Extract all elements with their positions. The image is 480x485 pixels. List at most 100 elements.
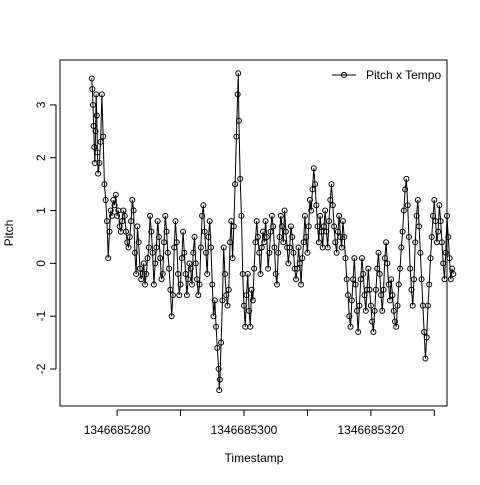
- data-point: [235, 70, 242, 77]
- data-point: [364, 286, 371, 293]
- data-point: [422, 355, 429, 362]
- data-point: [210, 313, 217, 320]
- data-point: [295, 244, 302, 251]
- data-point: [223, 292, 230, 299]
- data-point: [352, 281, 359, 288]
- data-point: [120, 207, 127, 214]
- data-point: [427, 255, 434, 262]
- data-point: [221, 270, 228, 277]
- data-point: [428, 233, 435, 240]
- data-point: [243, 292, 250, 299]
- data-point: [341, 233, 348, 240]
- data-point: [176, 292, 183, 299]
- data-point: [237, 175, 244, 182]
- data-point: [220, 244, 227, 251]
- data-point: [403, 175, 410, 182]
- data-point: [445, 233, 452, 240]
- y-tick-label: 1: [34, 207, 48, 214]
- data-point: [116, 223, 123, 230]
- data-point: [438, 239, 445, 246]
- data-point: [201, 228, 208, 235]
- data-point: [305, 223, 312, 230]
- data-point: [136, 265, 143, 272]
- data-point: [397, 265, 404, 272]
- data-point: [262, 218, 269, 225]
- data-point: [356, 302, 363, 309]
- data-point: [284, 244, 291, 251]
- data-point: [95, 170, 102, 177]
- data-point: [169, 292, 176, 299]
- data-point: [312, 181, 319, 188]
- data-point: [190, 249, 197, 256]
- data-point: [185, 276, 192, 283]
- data-point: [407, 265, 414, 272]
- x-tick-label: 1346685300: [211, 423, 278, 437]
- data-point: [240, 302, 247, 309]
- data-point: [103, 218, 110, 225]
- y-tick-label: 3: [34, 101, 48, 108]
- data-point: [413, 212, 420, 219]
- data-point: [310, 165, 317, 172]
- data-point: [205, 233, 212, 240]
- data-point: [92, 128, 99, 135]
- data-point: [194, 276, 201, 283]
- data-point: [395, 281, 402, 288]
- data-point: [273, 281, 280, 288]
- data-point: [188, 281, 195, 288]
- data-point: [366, 286, 373, 293]
- data-point: [348, 297, 355, 304]
- data-point: [414, 196, 421, 203]
- data-point: [361, 292, 368, 299]
- data-point: [323, 228, 330, 235]
- data-point: [135, 239, 142, 246]
- x-axis: 1346685280 1346685300 1346685320: [84, 409, 435, 437]
- data-point: [342, 255, 349, 262]
- data-point: [440, 260, 447, 267]
- data-point: [268, 212, 275, 219]
- data-point: [391, 318, 398, 325]
- data-point: [449, 265, 456, 272]
- data-point: [314, 223, 321, 230]
- data-point: [197, 244, 204, 251]
- data-point: [93, 91, 100, 98]
- data-point: [215, 366, 222, 373]
- data-point: [172, 218, 179, 225]
- data-point: [424, 302, 431, 309]
- data-point: [213, 323, 220, 330]
- data-point: [154, 218, 161, 225]
- data-point: [148, 228, 155, 235]
- data-point: [214, 344, 221, 351]
- data-point: [315, 239, 322, 246]
- data-point: [327, 196, 334, 203]
- data-point: [345, 292, 352, 299]
- data-point: [206, 218, 213, 225]
- data-point: [196, 281, 203, 288]
- data-point: [91, 160, 98, 167]
- y-axis-label: Pitch: [2, 220, 16, 247]
- data-point: [219, 297, 226, 304]
- data-point: [251, 265, 258, 272]
- data-point: [350, 276, 357, 283]
- data-point: [91, 144, 98, 151]
- data-point: [246, 307, 253, 314]
- data-point: [106, 228, 113, 235]
- data-point: [412, 239, 419, 246]
- data-point: [399, 228, 406, 235]
- data-point: [279, 223, 286, 230]
- data-point: [293, 276, 300, 283]
- data-point: [404, 202, 411, 209]
- data-point: [199, 212, 206, 219]
- data-point: [263, 233, 270, 240]
- data-point: [121, 212, 128, 219]
- data-point: [375, 249, 382, 256]
- data-point: [272, 270, 279, 277]
- data-point: [254, 233, 261, 240]
- data-point: [294, 265, 301, 272]
- data-point: [275, 249, 282, 256]
- data-point: [227, 239, 234, 246]
- data-point: [253, 218, 260, 225]
- data-point: [230, 223, 237, 230]
- data-point: [291, 265, 298, 272]
- data-point: [200, 202, 207, 209]
